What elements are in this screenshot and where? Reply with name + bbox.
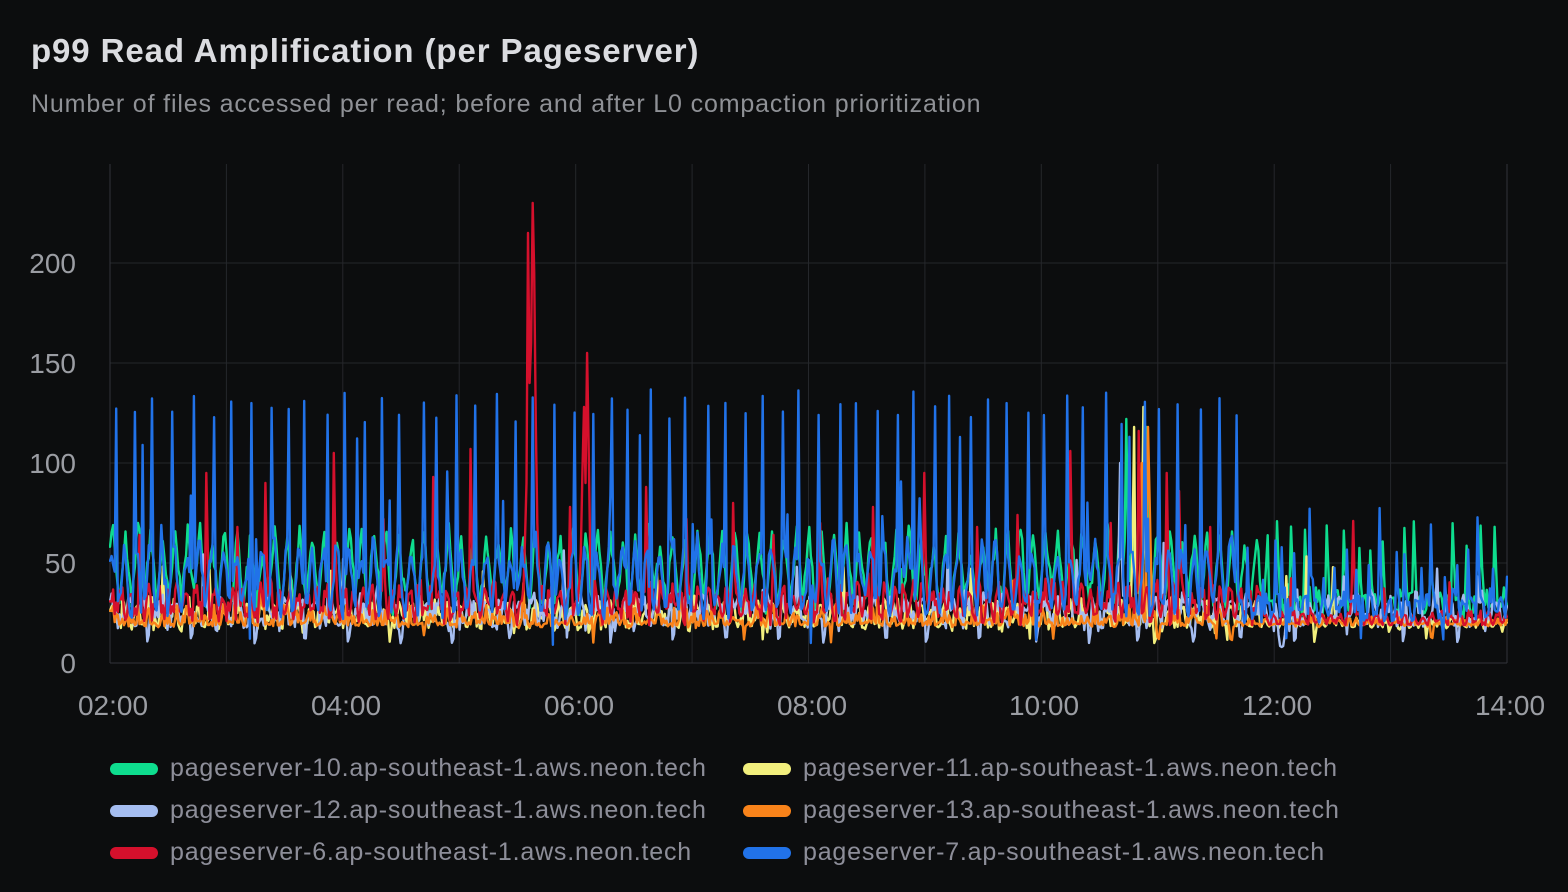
svg-text:14:00: 14:00 — [1475, 690, 1545, 721]
svg-text:12:00: 12:00 — [1242, 690, 1312, 721]
svg-text:100: 100 — [29, 448, 76, 479]
svg-text:08:00: 08:00 — [777, 690, 847, 721]
svg-text:0: 0 — [60, 648, 76, 679]
svg-text:02:00: 02:00 — [78, 690, 148, 721]
svg-text:10:00: 10:00 — [1009, 690, 1079, 721]
svg-text:200: 200 — [29, 248, 76, 279]
svg-text:04:00: 04:00 — [311, 690, 381, 721]
svg-text:50: 50 — [45, 548, 76, 579]
svg-text:150: 150 — [29, 348, 76, 379]
svg-text:06:00: 06:00 — [544, 690, 614, 721]
